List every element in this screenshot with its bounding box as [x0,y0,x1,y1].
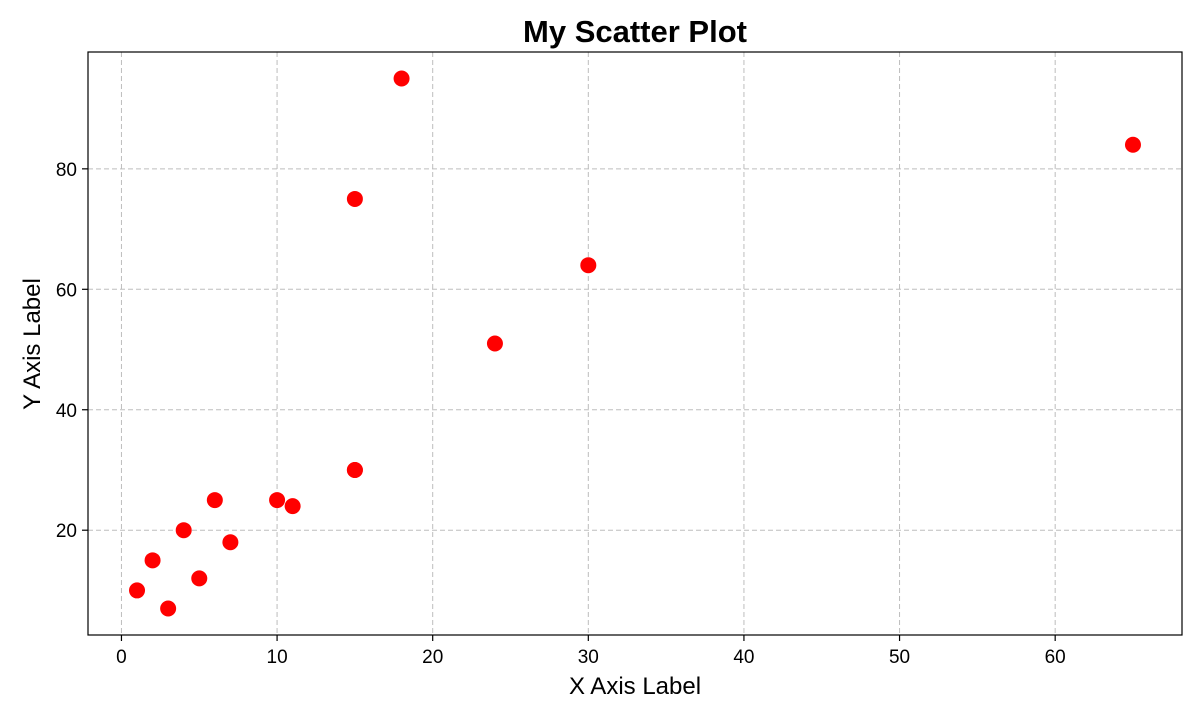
scatter-point [1124,136,1141,153]
y-tick-label: 60 [56,280,77,301]
y-tick-label: 40 [56,401,77,422]
scatter-point [160,600,177,617]
x-tick-label: 50 [889,647,910,668]
scatter-point [144,552,161,569]
x-tick-label: 20 [422,647,443,668]
scatter-point [222,534,239,551]
scatter-point [393,70,410,87]
y-axis-label: Y Axis Label [19,278,46,410]
scatter-point [580,257,597,274]
scatter-point [129,582,146,599]
scatter-point [346,461,363,478]
scatter-point [206,492,223,509]
scatter-point [191,570,208,587]
x-tick-label: 0 [116,647,127,668]
chart-title: My Scatter Plot [523,14,747,49]
x-axis-label: X Axis Label [569,673,701,700]
x-tick-label: 30 [578,647,599,668]
scatter-point [269,492,286,509]
scatter-point [486,335,503,352]
scatter-point [284,498,301,515]
scatter-point [346,190,363,207]
x-tick-label: 60 [1045,647,1066,668]
axis-ticks: 0 10 20 30 40 50 60 20 40 60 80 [56,160,1066,668]
data-points [129,70,1141,617]
scatter-point [175,522,192,539]
y-tick-label: 80 [56,160,77,181]
y-tick-label: 20 [56,521,77,542]
x-tick-label: 40 [733,647,754,668]
x-tick-label: 10 [267,647,288,668]
plot-area-frame [87,51,1183,636]
grid [88,52,1182,635]
